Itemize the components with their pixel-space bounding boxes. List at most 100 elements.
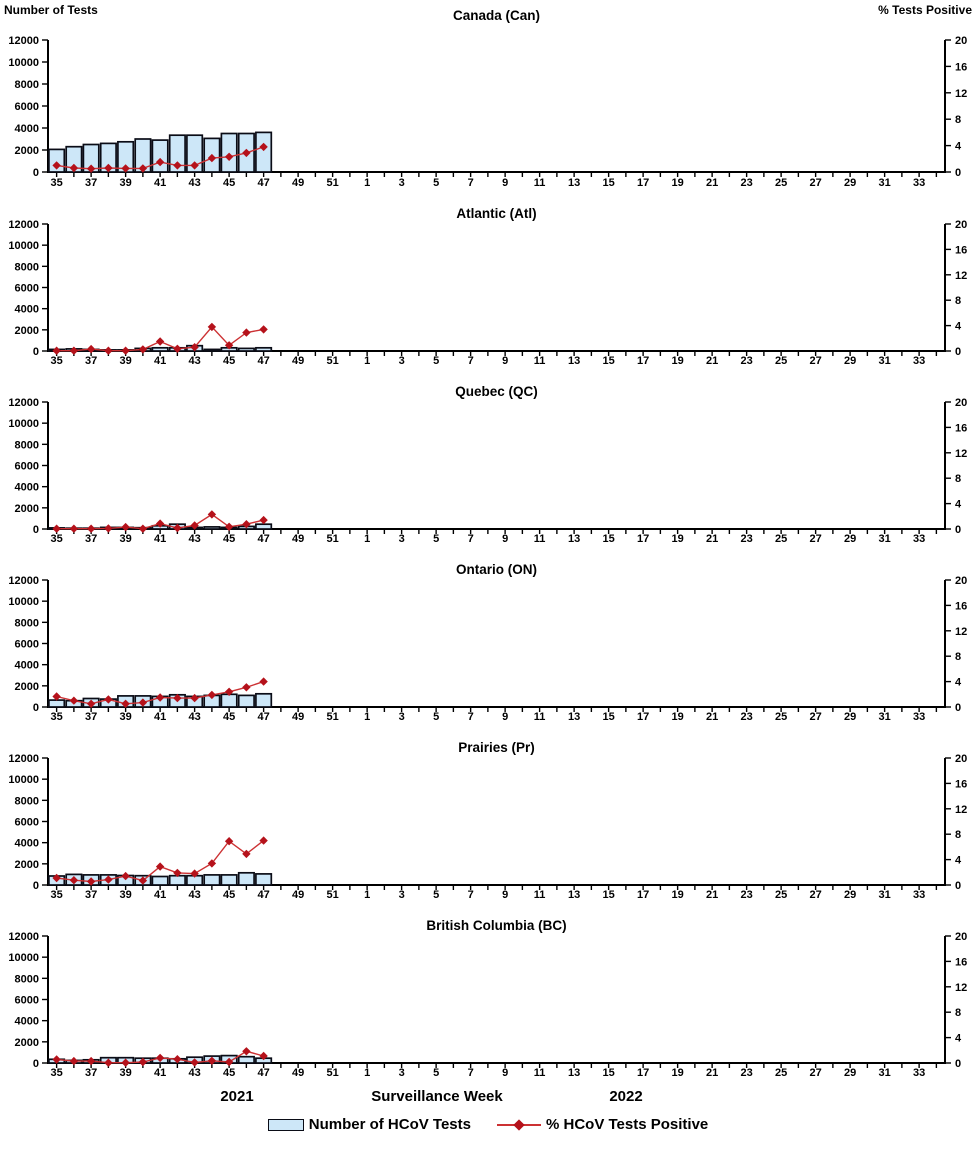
svg-text:16: 16 — [955, 244, 967, 256]
svg-text:1: 1 — [364, 711, 370, 723]
svg-text:35: 35 — [51, 711, 63, 723]
svg-text:41: 41 — [154, 177, 166, 189]
chart-panels: Number of Tests % Tests Positive Canada (C… — [4, 3, 972, 1079]
svg-text:43: 43 — [189, 177, 201, 189]
svg-text:29: 29 — [844, 1067, 856, 1079]
svg-text:0: 0 — [955, 346, 961, 358]
svg-text:1: 1 — [364, 889, 370, 901]
svg-text:4: 4 — [955, 677, 962, 689]
year-2022-label: 2022 — [609, 1088, 643, 1105]
svg-text:23: 23 — [741, 889, 753, 901]
svg-text:23: 23 — [741, 533, 753, 545]
svg-text:0: 0 — [33, 1058, 39, 1070]
svg-text:33: 33 — [913, 1067, 925, 1079]
svg-text:37: 37 — [85, 177, 97, 189]
svg-text:10000: 10000 — [8, 596, 39, 608]
svg-text:31: 31 — [879, 177, 891, 189]
x-tick-labels: 35 37 39 41 43 45 47 49 51 1 3 5 7 9 11 13 15 17 19 21 23 25 2… — [51, 177, 926, 189]
x-axis-title: Surveillance Week — [371, 1088, 503, 1105]
svg-text:49: 49 — [292, 1067, 304, 1079]
svg-text:20: 20 — [955, 753, 967, 765]
svg-text:39: 39 — [120, 889, 132, 901]
svg-text:27: 27 — [810, 711, 822, 723]
svg-text:17: 17 — [637, 533, 649, 545]
svg-text:20: 20 — [955, 397, 967, 409]
svg-text:10000: 10000 — [8, 952, 39, 964]
svg-text:8: 8 — [955, 473, 961, 485]
svg-text:9: 9 — [502, 177, 508, 189]
svg-text:2000: 2000 — [15, 503, 39, 515]
x-tick-labels: 35 37 39 41 43 45 47 49 51 1 3 5 7 9 11 13 15 17 19 21 23 25 2… — [51, 1067, 926, 1079]
svg-text:29: 29 — [844, 711, 856, 723]
svg-text:5: 5 — [433, 1067, 439, 1079]
svg-text:6000: 6000 — [15, 283, 39, 295]
svg-text:12: 12 — [955, 982, 967, 994]
svg-text:15: 15 — [603, 177, 615, 189]
svg-text:4: 4 — [955, 1033, 962, 1045]
svg-text:31: 31 — [879, 711, 891, 723]
svg-text:41: 41 — [154, 711, 166, 723]
svg-text:47: 47 — [258, 533, 270, 545]
svg-text:9: 9 — [502, 533, 508, 545]
svg-text:7: 7 — [468, 711, 474, 723]
legend-bar-label: Number of HCoV Tests — [308, 1116, 471, 1133]
svg-text:3: 3 — [399, 533, 405, 545]
svg-text:27: 27 — [810, 177, 822, 189]
svg-text:41: 41 — [154, 533, 166, 545]
svg-text:9: 9 — [502, 1067, 508, 1079]
svg-text:45: 45 — [223, 533, 235, 545]
svg-text:4000: 4000 — [15, 838, 39, 850]
svg-text:47: 47 — [258, 177, 270, 189]
axes — [42, 223, 951, 356]
svg-text:33: 33 — [913, 711, 925, 723]
svg-text:0: 0 — [33, 880, 39, 892]
svg-text:43: 43 — [189, 711, 201, 723]
svg-text:45: 45 — [223, 355, 235, 367]
svg-text:19: 19 — [672, 1067, 684, 1079]
svg-text:8: 8 — [955, 295, 961, 307]
svg-text:3: 3 — [399, 889, 405, 901]
svg-text:20: 20 — [955, 575, 967, 587]
svg-text:6000: 6000 — [15, 995, 39, 1007]
svg-text:41: 41 — [154, 355, 166, 367]
y-right-tick-labels: 0 4 8 12 16 20 — [955, 753, 967, 892]
svg-text:16: 16 — [955, 61, 967, 73]
axes — [42, 579, 951, 712]
svg-text:51: 51 — [327, 1067, 339, 1079]
svg-text:29: 29 — [844, 889, 856, 901]
svg-text:49: 49 — [292, 533, 304, 545]
svg-text:51: 51 — [327, 711, 339, 723]
svg-text:7: 7 — [468, 1067, 474, 1079]
svg-text:4: 4 — [955, 855, 962, 867]
line-markers — [52, 836, 268, 886]
svg-text:17: 17 — [637, 355, 649, 367]
svg-text:31: 31 — [879, 889, 891, 901]
y-right-tick-labels: 0 4 8 12 16 20 — [955, 575, 967, 714]
svg-text:12000: 12000 — [8, 931, 39, 943]
x-tick-labels: 35 37 39 41 43 45 47 49 51 1 3 5 7 9 11 13 15 17 19 21 23 25 2… — [51, 711, 926, 723]
svg-text:43: 43 — [189, 1067, 201, 1079]
svg-text:16: 16 — [955, 600, 967, 612]
svg-text:17: 17 — [637, 177, 649, 189]
svg-text:1: 1 — [364, 533, 370, 545]
svg-text:8: 8 — [955, 114, 961, 126]
svg-text:8000: 8000 — [15, 261, 39, 273]
svg-text:9: 9 — [502, 355, 508, 367]
svg-text:21: 21 — [706, 177, 718, 189]
y-right-tick-labels: 0 4 8 12 16 20 — [955, 219, 967, 358]
svg-text:0: 0 — [955, 702, 961, 714]
svg-text:35: 35 — [51, 889, 63, 901]
svg-text:0: 0 — [33, 346, 39, 358]
svg-text:41: 41 — [154, 889, 166, 901]
svg-text:5: 5 — [433, 177, 439, 189]
svg-text:0: 0 — [955, 524, 961, 536]
svg-text:8000: 8000 — [15, 973, 39, 985]
svg-text:16: 16 — [955, 422, 967, 434]
svg-text:8: 8 — [955, 651, 961, 663]
bars-group — [48, 871, 273, 886]
svg-text:10000: 10000 — [8, 57, 39, 69]
svg-text:0: 0 — [955, 880, 961, 892]
svg-text:11: 11 — [534, 1067, 546, 1079]
svg-text:25: 25 — [775, 711, 787, 723]
svg-text:8000: 8000 — [15, 795, 39, 807]
